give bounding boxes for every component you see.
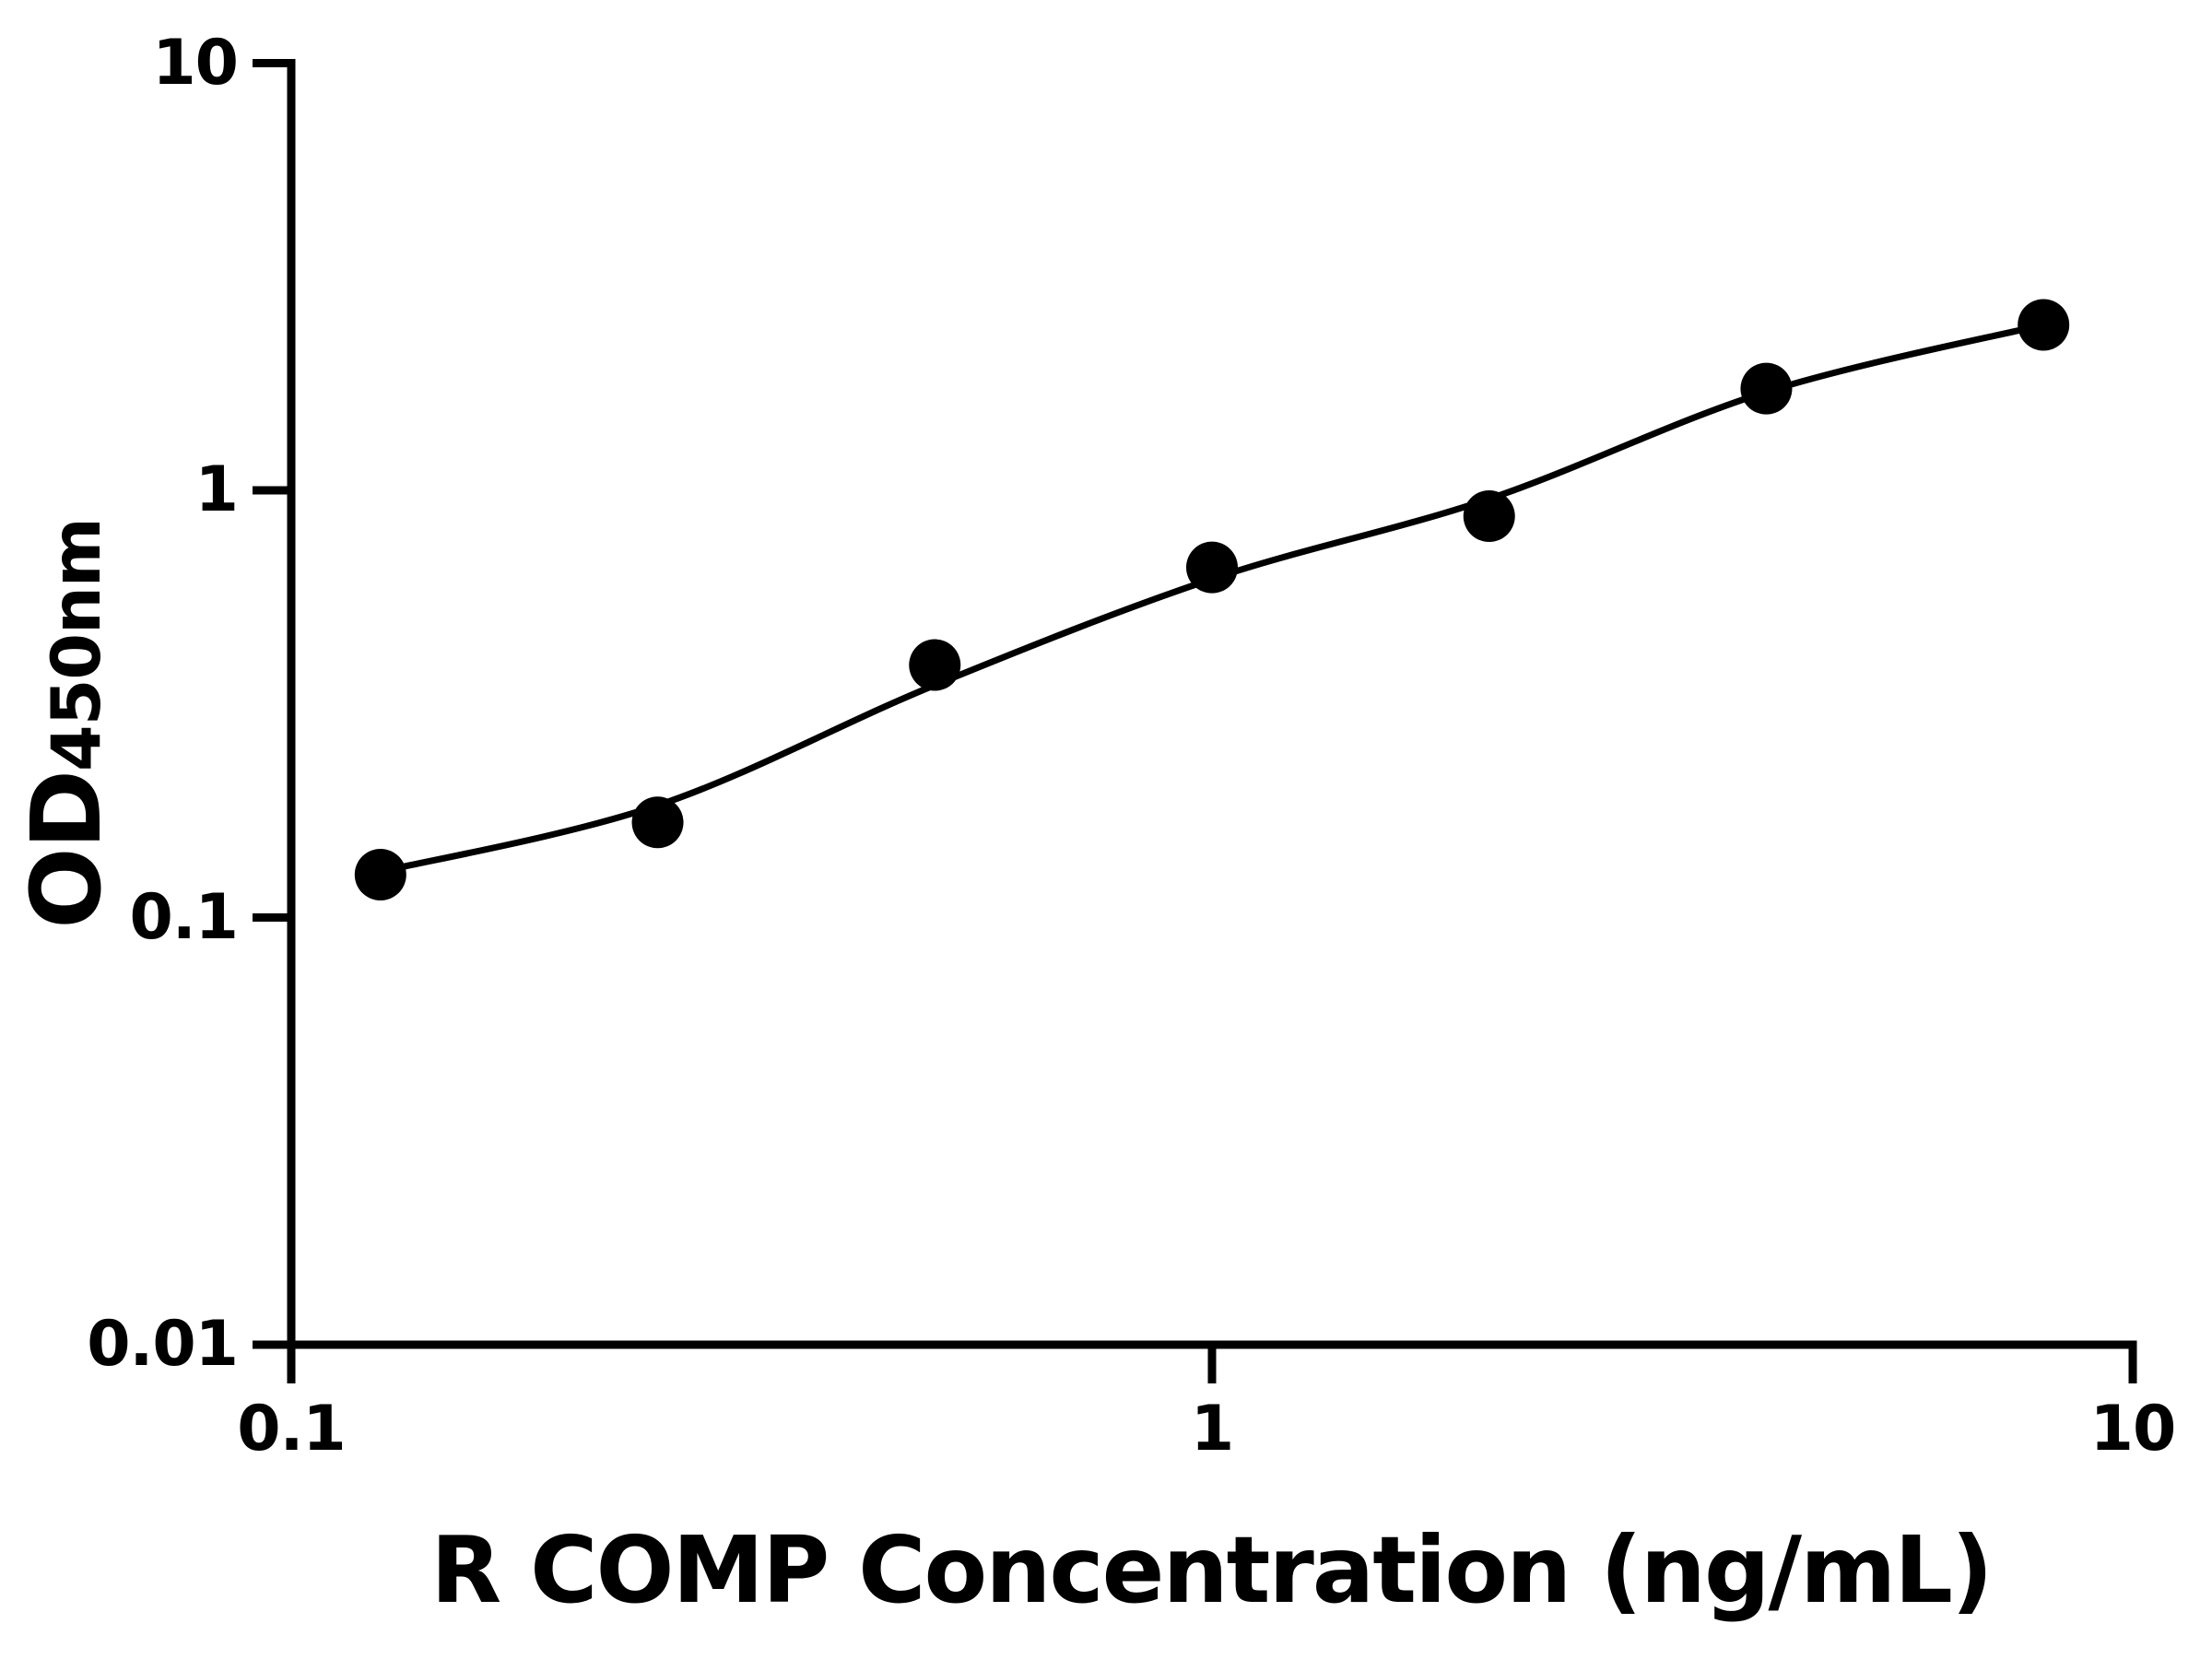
y-tick-label: 1 <box>194 453 239 526</box>
x-tick-label: 0.1 <box>237 1393 346 1465</box>
data-points <box>354 299 2070 900</box>
data-point-marker <box>1463 490 1515 543</box>
data-point-marker <box>909 639 961 691</box>
data-point-marker <box>1740 362 1793 415</box>
fit-curve-line <box>379 322 2045 876</box>
data-point-marker <box>354 848 406 900</box>
x-axis-title: R COMP Concentration (ng/mL) <box>430 1516 1993 1624</box>
y-tick-label: 0.1 <box>129 880 239 954</box>
y-axis-title: OD450nm <box>6 493 126 954</box>
data-point-marker <box>1186 541 1238 594</box>
x-tick-label: 10 <box>2089 1393 2177 1465</box>
y-tick-label: 10 <box>152 26 239 100</box>
x-tick-label: 1 <box>1190 1393 1234 1465</box>
y-tick-label: 0.01 <box>87 1308 239 1381</box>
data-point-marker <box>631 796 684 849</box>
y-axis-title-subscript: 450nm <box>38 518 116 771</box>
data-point-marker <box>2018 299 2070 351</box>
axes <box>253 59 2137 1383</box>
y-axis-title-main: OD <box>10 771 123 929</box>
